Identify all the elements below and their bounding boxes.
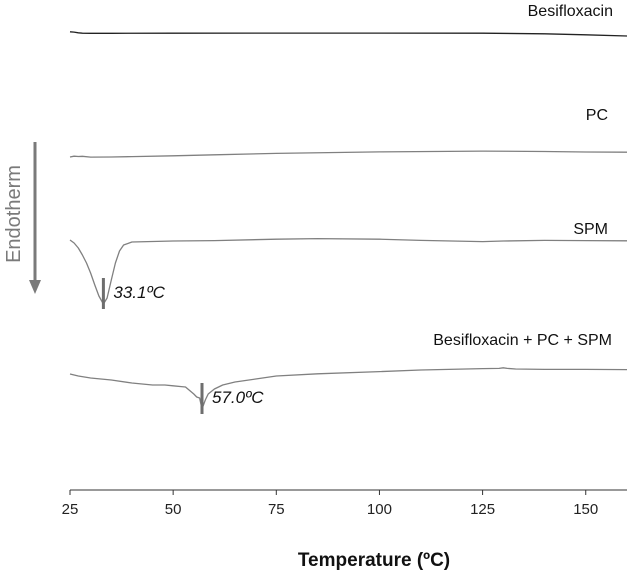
x-tick-label-150: 150 [573, 501, 598, 518]
y-axis-label-group: Endotherm [3, 142, 41, 294]
x-tick-label-100: 100 [367, 501, 392, 518]
x-tick-label-25: 25 [62, 501, 79, 518]
endotherm-arrow-head [29, 280, 41, 294]
x-axis-label: Temperature (ºC) [298, 550, 450, 571]
peak-markers-layer: 33.1ºC 57.0ºC [101, 278, 264, 414]
series-label-spm: SPM [573, 221, 608, 238]
x-axis: 25 50 75 100 125 150 [62, 489, 627, 518]
series-line-besifloxacin-pc-spm [69, 367, 628, 410]
peak-marker-33-1-c [101, 278, 105, 309]
series-line-spm [69, 237, 628, 305]
series-line-pc [69, 150, 628, 158]
series-line-besifloxacin [69, 31, 628, 37]
curves-layer [69, 31, 628, 410]
series-label-besifloxacin: Besifloxacin [528, 3, 613, 20]
y-axis-label: Endotherm [3, 165, 25, 263]
series-label-pc: PC [586, 107, 608, 124]
x-tick-label-50: 50 [165, 501, 182, 518]
peak-marker-57-0-c [200, 383, 204, 414]
series-labels-layer: Besifloxacin PC SPM Besifloxacin + PC + SPM [433, 3, 613, 349]
x-tick-label-75: 75 [268, 501, 285, 518]
series-label-besifloxacin-pc-spm: Besifloxacin + PC + SPM [433, 332, 612, 349]
x-tick-label-125: 125 [470, 501, 495, 518]
peak-annotation-57-0-c: 57.0ºC [212, 388, 264, 407]
peak-annotation-33-1-c: 33.1ºC [113, 283, 165, 302]
